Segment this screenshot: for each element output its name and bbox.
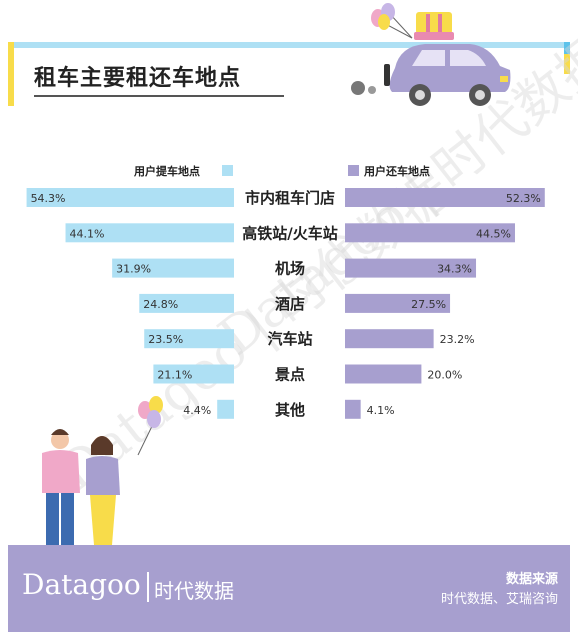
balloons-icon (137, 396, 163, 456)
pickup-bar (112, 258, 234, 278)
right-accent-yellow (564, 54, 570, 74)
return-bar (345, 399, 361, 419)
category-label: 酒店 (275, 295, 305, 313)
footer-bar (8, 545, 570, 632)
pickup-bar (144, 329, 234, 349)
left-accent-bar (8, 42, 14, 106)
pickup-value-label: 31.9% (116, 263, 151, 276)
return-bar (345, 258, 477, 278)
car-icon (351, 44, 511, 106)
pickup-value-label: 23.5% (148, 333, 183, 346)
return-bar (345, 364, 422, 384)
return-bar (345, 188, 545, 207)
pickup-bar (26, 188, 234, 207)
category-label: 景点 (275, 366, 305, 384)
category-label: 汽车站 (267, 330, 312, 348)
title-underline (34, 95, 284, 97)
return-bar (345, 329, 434, 349)
pickup-value-label: 44.1% (70, 227, 105, 240)
pickup-value-label: 4.4% (183, 404, 211, 417)
source-text: 时代数据、艾瑞咨询 (440, 592, 558, 607)
balloons-icon (371, 3, 413, 39)
woman-figure (86, 436, 120, 545)
return-value-label: 4.1% (367, 404, 395, 417)
legend-pickup-swatch (222, 165, 233, 176)
return-bar (345, 223, 515, 243)
return-value-label: 27.5% (411, 298, 446, 311)
return-bar (345, 293, 451, 313)
return-value-label: 34.3% (437, 263, 472, 276)
man-figure (42, 429, 80, 551)
pickup-bar (65, 223, 235, 243)
legend-return-label: 用户还车地点 (364, 165, 430, 178)
chart-title: 租车主要租还车地点 (34, 66, 242, 91)
return-value-label: 23.2% (440, 333, 475, 346)
return-value-label: 20.0% (427, 369, 462, 382)
category-label: 其他 (275, 401, 305, 419)
luggage-icon (414, 12, 454, 40)
couple-illustration (42, 396, 163, 551)
pickup-bar (139, 293, 234, 313)
car-illustration (351, 3, 511, 106)
pickup-value-label: 54.3% (31, 192, 66, 205)
brand-chinese-name: 时代数据 (154, 579, 234, 603)
legend-pickup-label: 用户提车地点 (134, 165, 200, 178)
brand-separator (147, 572, 149, 602)
pickup-value-label: 21.1% (157, 369, 192, 382)
source-title: 数据来源 (505, 572, 558, 587)
brand-logo: Datagoo (22, 568, 141, 601)
return-value-label: 52.3% (506, 192, 541, 205)
return-value-label: 44.5% (476, 227, 511, 240)
category-label: 市内租车门店 (245, 189, 335, 207)
pickup-value-label: 24.8% (143, 298, 178, 311)
right-accent-blue (564, 42, 570, 54)
legend-return-swatch (348, 165, 359, 176)
category-label: 机场 (275, 260, 305, 278)
top-accent-bar (8, 42, 570, 48)
pickup-bar (153, 364, 234, 384)
pickup-bar (217, 399, 234, 419)
category-label: 高铁站/火车站 (242, 224, 337, 242)
